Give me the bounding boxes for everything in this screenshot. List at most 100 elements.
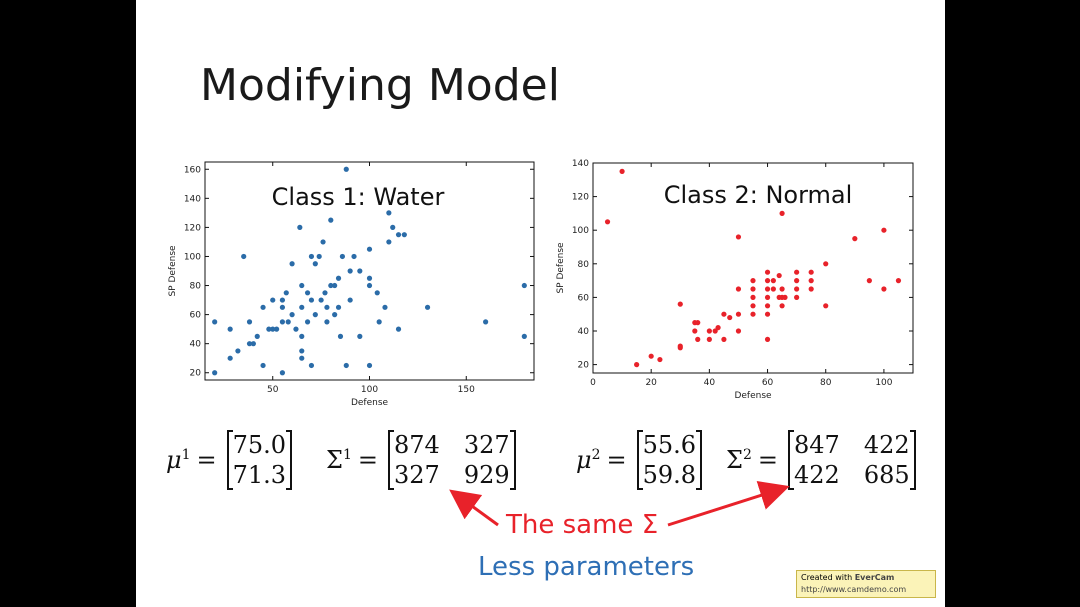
data-point — [351, 253, 357, 260]
data-point — [750, 303, 756, 309]
data-point — [227, 355, 233, 361]
plot-frame — [204, 161, 535, 381]
data-point — [357, 268, 363, 274]
data-point — [779, 286, 785, 292]
data-point — [808, 286, 814, 292]
slide-title: Modifying Model — [200, 60, 560, 111]
data-point — [782, 294, 788, 300]
y-tick-label: 60 — [578, 293, 590, 303]
data-point — [283, 290, 289, 296]
sigma1-cell: 327 — [463, 431, 510, 459]
data-point — [270, 297, 276, 303]
data-point — [366, 275, 373, 281]
data-point — [246, 341, 253, 347]
data-point — [390, 224, 396, 230]
data-point — [735, 286, 742, 292]
sigma2-cell: 685 — [863, 461, 910, 489]
data-point — [324, 319, 330, 325]
data-point — [212, 319, 218, 325]
x-tick-label: 60 — [762, 378, 774, 388]
data-point — [266, 326, 272, 332]
x-tick-label: 80 — [820, 378, 832, 388]
data-point — [764, 303, 771, 309]
data-point — [712, 328, 718, 334]
data-point — [521, 282, 527, 289]
data-point — [308, 253, 315, 260]
plot-frame — [592, 162, 914, 374]
data-point — [794, 294, 800, 300]
mu2-value: 55.6 — [642, 431, 697, 459]
y-axis-label: SP Defense — [168, 245, 178, 297]
data-point — [401, 232, 407, 238]
data-point — [794, 278, 800, 284]
data-point — [285, 319, 291, 325]
data-point — [299, 355, 305, 361]
data-point — [764, 286, 771, 292]
data-point — [706, 328, 712, 334]
data-point — [328, 217, 334, 223]
data-point — [316, 253, 322, 260]
same-sigma-note: The same Σ — [506, 510, 659, 540]
mu2-equation: μ2 = 55.6 59.8 — [576, 430, 706, 490]
data-point — [715, 325, 721, 331]
data-point — [279, 370, 286, 376]
y-tick-label: 100 — [572, 226, 589, 236]
x-tick-label: 100 — [361, 385, 378, 395]
data-point — [794, 269, 800, 275]
data-point — [764, 311, 771, 317]
data-point — [260, 362, 266, 369]
data-point — [808, 278, 814, 284]
data-point — [235, 348, 241, 354]
data-point — [823, 303, 829, 309]
mu1-value: 75.0 — [232, 431, 287, 459]
data-point — [335, 275, 342, 281]
y-tick-label: 40 — [190, 340, 202, 350]
data-point — [657, 356, 663, 363]
data-point — [779, 303, 785, 309]
y-tick-label: 80 — [578, 260, 590, 270]
y-tick-label: 100 — [184, 252, 201, 262]
data-point — [339, 253, 346, 260]
data-point — [241, 253, 247, 260]
data-point — [304, 290, 311, 296]
data-point — [521, 333, 527, 339]
data-point — [823, 261, 829, 267]
data-point — [619, 168, 625, 174]
data-point — [260, 304, 266, 310]
data-point — [343, 166, 349, 172]
x-tick-label: 0 — [590, 378, 596, 388]
mu1-equation: μ1 = 75.0 71.3 — [166, 430, 296, 490]
data-point — [779, 210, 785, 216]
slide: Modifying Model 50 100 150 20 40 60 80 100 120 14… — [136, 0, 945, 607]
sigma1-cell: 327 — [394, 461, 440, 489]
data-point — [721, 311, 727, 317]
data-point — [299, 304, 305, 310]
data-point — [328, 282, 334, 289]
sigma2-cell: 847 — [794, 431, 840, 459]
data-point — [695, 336, 701, 342]
chart-title: Class 2: Normal — [664, 181, 853, 209]
mu2-value: 59.8 — [642, 461, 697, 489]
y-tick-label: 20 — [190, 369, 202, 379]
y-tick-label: 140 — [572, 159, 589, 169]
mu2-vector: 55.6 59.8 — [636, 430, 703, 490]
data-point — [212, 370, 218, 376]
data-point — [357, 333, 363, 339]
sigma2-equation: Σ2 = 847 422 422 685 — [726, 430, 920, 490]
y-tick-label: 60 — [190, 311, 202, 321]
data-point — [808, 269, 814, 275]
data-point — [386, 239, 392, 245]
data-point — [308, 362, 315, 369]
data-point — [750, 278, 756, 284]
x-tick-label: 150 — [458, 385, 475, 395]
y-tick-label: 140 — [184, 194, 201, 204]
data-point — [289, 261, 295, 267]
data-point — [735, 234, 742, 240]
sigma1-matrix: 874 327 327 929 — [388, 430, 516, 490]
pointer-arrows — [449, 481, 790, 527]
data-point — [347, 297, 353, 303]
data-point — [376, 319, 382, 325]
data-point — [764, 294, 771, 300]
x-tick-label: 100 — [875, 378, 892, 388]
data-point — [604, 219, 611, 225]
